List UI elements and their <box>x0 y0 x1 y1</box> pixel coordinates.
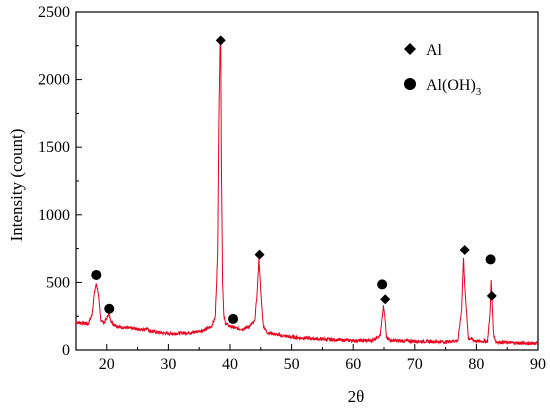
x-axis-label: 2θ <box>348 387 365 406</box>
diamond-icon <box>404 43 416 55</box>
al-marker <box>486 290 497 301</box>
plot-frame <box>75 11 539 351</box>
legend-label-al: Al <box>426 42 443 59</box>
legend-label-aloh3-main: Al(OH) <box>426 77 476 94</box>
legend-item-al: Al <box>404 42 443 59</box>
aloh3-marker <box>377 279 388 290</box>
y-tick-label: 1500 <box>38 139 70 156</box>
x-tick-label: 30 <box>160 356 176 373</box>
y-axis-label: Intensity (count) <box>7 129 26 242</box>
legend-label-aloh3: Al(OH)3 <box>426 77 482 98</box>
legend-label-aloh3-subscript: 3 <box>476 86 482 98</box>
xrd-series-line <box>75 41 539 346</box>
y-tick-label: 500 <box>46 274 70 291</box>
x-tick-label: 80 <box>468 356 484 373</box>
aloh3-marker <box>228 313 239 324</box>
y-tick-label: 1000 <box>38 207 70 224</box>
axes-layer: 20 30 40 50 60 70 80 90 0 500 1000 1500 2000 2500 <box>38 4 546 373</box>
x-tick-label: 90 <box>530 356 546 373</box>
aloh3-marker <box>485 254 496 265</box>
legend-item-aloh3: Al(OH)3 <box>404 77 482 98</box>
x-tick-label: 70 <box>407 356 423 373</box>
al-marker <box>459 244 470 255</box>
x-tick-label: 40 <box>222 356 238 373</box>
plot-area <box>75 11 539 351</box>
marker-layer <box>91 35 497 324</box>
x-tick-label: 50 <box>284 356 300 373</box>
series-layer <box>75 41 539 346</box>
al-marker <box>254 249 265 260</box>
circle-icon <box>404 78 416 90</box>
y-tick-label: 0 <box>62 342 70 359</box>
al-marker <box>215 35 226 46</box>
y-tick-label: 2000 <box>38 72 70 89</box>
aloh3-marker <box>104 303 115 314</box>
y-tick-label: 2500 <box>38 4 70 21</box>
legend: Al Al(OH)3 <box>404 42 482 98</box>
al-marker <box>380 294 391 305</box>
aloh3-marker <box>91 269 102 280</box>
x-tick-label: 60 <box>345 356 361 373</box>
x-tick-label: 20 <box>99 356 115 373</box>
